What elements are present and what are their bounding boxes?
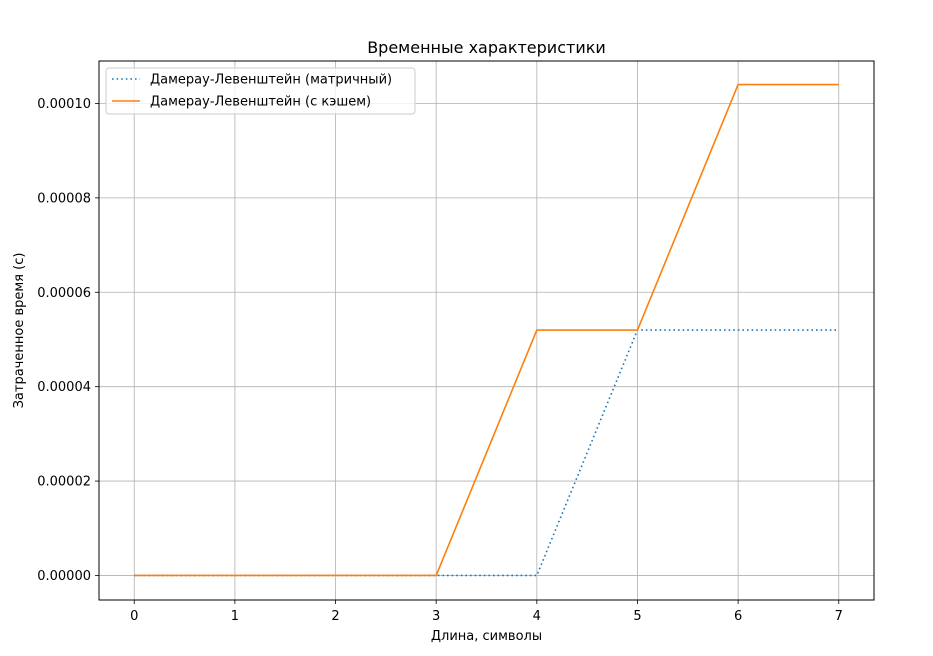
x-tick-label: 3 bbox=[432, 609, 440, 624]
x-tick-label: 2 bbox=[331, 609, 339, 624]
x-tick-label: 4 bbox=[533, 609, 541, 624]
legend-box bbox=[105, 67, 416, 115]
x-tick-label: 1 bbox=[231, 609, 239, 624]
series-line-cache bbox=[134, 83, 839, 577]
y-axis: 0.00000 0.00002 0.00004 0.00006 0.00008 0.000… bbox=[37, 97, 99, 584]
legend-label-matrix: Дамерау-Левенштейн (матричный) bbox=[150, 73, 392, 88]
legend-label-cache: Дамерау-Левенштейн (с кэшем) bbox=[150, 95, 371, 110]
y-tick-label: 0.00002 bbox=[37, 475, 91, 490]
y-tick-label: 0.00006 bbox=[37, 286, 91, 301]
x-tick-label: 7 bbox=[835, 609, 843, 624]
x-tick-label: 0 bbox=[130, 609, 138, 624]
x-axis: 0 1 2 3 4 5 6 7 bbox=[130, 600, 843, 624]
plot-lines bbox=[134, 83, 839, 577]
legend: Дамерау-Левенштейн (матричный) Дамерау-Л… bbox=[105, 67, 416, 115]
y-tick-label: 0.00010 bbox=[37, 97, 91, 112]
y-tick-label: 0.00004 bbox=[37, 380, 91, 395]
y-axis-label: Затраченное время (с) bbox=[12, 253, 27, 409]
x-tick-label: 5 bbox=[633, 609, 641, 624]
y-tick-label: 0.00000 bbox=[37, 569, 91, 584]
x-tick-label: 6 bbox=[734, 609, 742, 624]
x-axis-label: Длина, символы bbox=[431, 629, 542, 644]
plot-frame bbox=[98, 60, 875, 601]
chart-title: Временные характеристики bbox=[367, 38, 606, 57]
y-tick-label: 0.00008 bbox=[37, 191, 91, 206]
